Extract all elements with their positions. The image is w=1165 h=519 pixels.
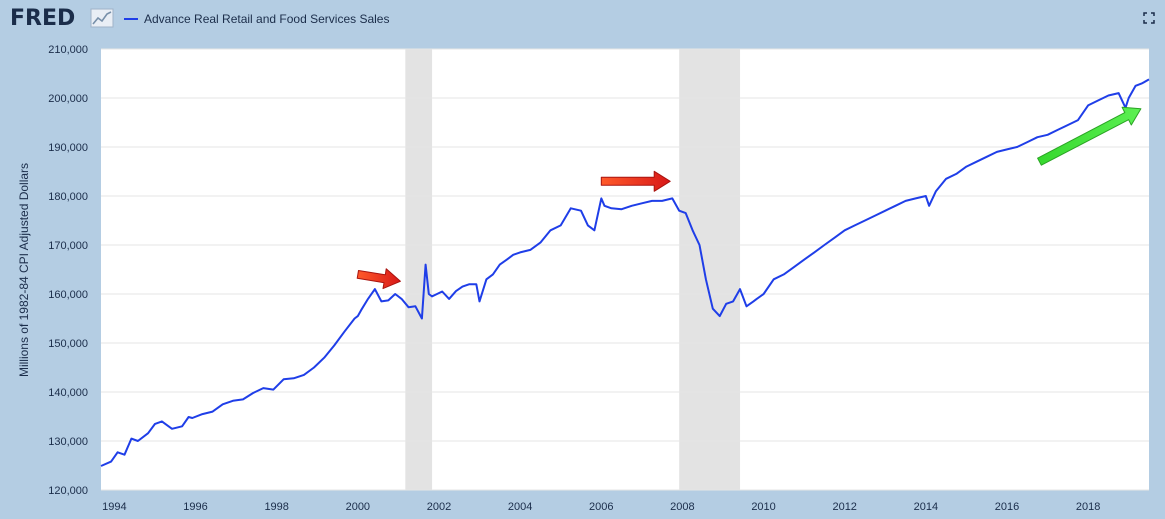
green-arrow-2 (1037, 106, 1142, 166)
red-arrow-0 (356, 268, 401, 290)
x-tick-label: 2002 (427, 501, 451, 513)
fred-logo[interactable]: FRED (10, 6, 76, 31)
plot-area (101, 49, 1149, 490)
x-tick-label: 2016 (995, 501, 1019, 513)
y-axis-ticks: 120,000 130,000 140,000 150,000 160,000 170,0… (48, 44, 88, 497)
annotations (356, 106, 1142, 290)
x-tick-label: 1996 (183, 501, 207, 513)
line-graph-icon (90, 8, 114, 28)
x-tick-label: 2010 (751, 501, 775, 513)
y-tick-label: 180,000 (48, 191, 88, 203)
series-layer (100, 78, 1150, 467)
x-axis-ticks: 1994 1996 1998 2000 2002 2004 2006 2008 2010 2012… (102, 501, 1100, 513)
red-arrow-1 (600, 170, 671, 192)
legend-label: Advance Real Retail and Food Services Sa… (144, 12, 390, 26)
legend: Advance Real Retail and Food Services Sa… (124, 11, 389, 27)
y-tick-label: 170,000 (48, 240, 88, 252)
x-tick-label: 2006 (589, 501, 613, 513)
y-tick-label: 190,000 (48, 142, 88, 154)
recession-band-1 (679, 49, 741, 490)
gridlines (101, 48, 1149, 491)
x-tick-label: 2018 (1076, 501, 1100, 513)
x-tick-label: 2004 (508, 501, 532, 513)
y-tick-label: 150,000 (48, 338, 88, 350)
recession-shading (405, 49, 741, 490)
recession-band-0 (405, 49, 433, 490)
y-tick-label: 210,000 (48, 44, 88, 56)
y-tick-label: 120,000 (48, 485, 88, 497)
y-tick-label: 140,000 (48, 387, 88, 399)
y-tick-label: 130,000 (48, 436, 88, 448)
x-tick-label: 2008 (670, 501, 694, 513)
fullscreen-icon[interactable] (1143, 12, 1155, 24)
series-line-0 (100, 78, 1150, 467)
legend-swatch (124, 18, 138, 20)
chart-header: FRED Advance Real Retail and Food Servic… (0, 0, 1165, 40)
y-tick-label: 200,000 (48, 93, 88, 105)
y-tick-label: 160,000 (48, 289, 88, 301)
x-tick-label: 2014 (914, 501, 938, 513)
x-tick-label: 2012 (832, 501, 856, 513)
x-tick-label: 1994 (102, 501, 126, 513)
x-tick-label: 2000 (346, 501, 370, 513)
x-tick-label: 1998 (264, 501, 288, 513)
